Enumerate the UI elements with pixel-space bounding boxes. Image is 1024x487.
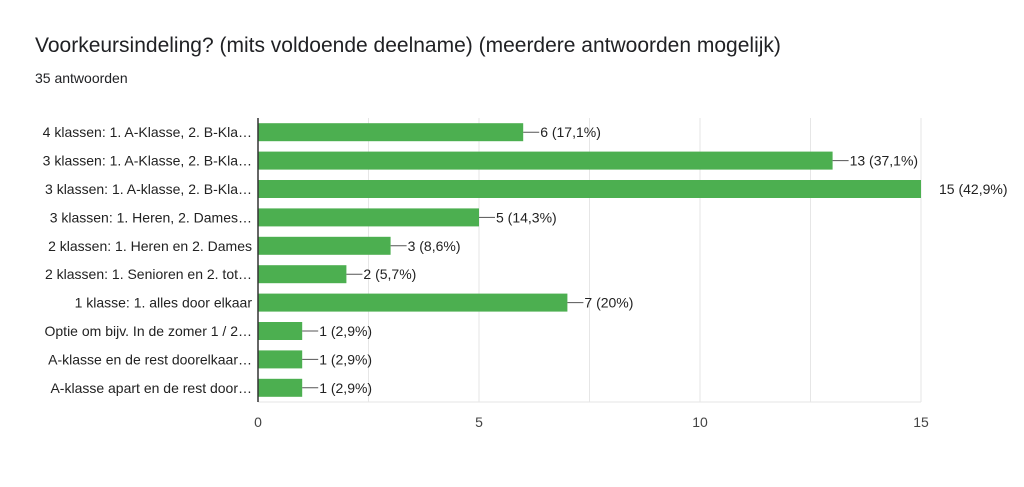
category-label: Optie om bijv. In de zomer 1 / 2… xyxy=(45,323,253,339)
x-tick-label: 0 xyxy=(254,414,262,430)
category-label: 4 klassen: 1. A-Klasse, 2. B-Kla… xyxy=(43,124,252,140)
bar xyxy=(258,123,524,142)
category-label: 2 klassen: 1. Heren en 2. Dames xyxy=(48,238,252,254)
value-label: 1 (2,9%) xyxy=(319,351,372,367)
value-label: 15 (42,9%) xyxy=(939,181,1007,197)
category-label: 3 klassen: 1. A-Klasse, 2. B-Kla… xyxy=(43,153,252,169)
category-label: A-klasse apart en de rest door… xyxy=(50,380,252,396)
bar xyxy=(258,151,833,170)
category-label: 3 klassen: 1. A-klasse, 2. B-Kla… xyxy=(45,181,252,197)
bar xyxy=(258,350,303,369)
x-tick-label: 5 xyxy=(475,414,483,430)
value-label: 6 (17,1%) xyxy=(540,124,601,140)
value-label: 1 (2,9%) xyxy=(319,323,372,339)
value-label: 3 (8,6%) xyxy=(408,238,461,254)
category-label: 1 klasse: 1. alles door elkaar xyxy=(75,295,253,311)
bar xyxy=(258,293,568,312)
bar xyxy=(258,236,391,255)
bar xyxy=(258,208,479,227)
category-label: A-klasse en de rest doorelkaar… xyxy=(48,351,252,367)
value-label: 7 (20%) xyxy=(584,295,633,311)
category-label: 2 klassen: 1. Senioren en 2. tot… xyxy=(45,266,252,282)
bar xyxy=(258,322,303,340)
value-label: 13 (37,1%) xyxy=(850,153,918,169)
value-label: 2 (5,7%) xyxy=(363,266,416,282)
bar xyxy=(258,265,347,284)
bar xyxy=(258,378,303,397)
value-label: 5 (14,3%) xyxy=(496,209,557,225)
bar xyxy=(258,180,921,198)
value-label: 1 (2,9%) xyxy=(319,380,372,396)
x-tick-label: 10 xyxy=(692,414,708,430)
response-count: 35 antwoorden xyxy=(35,70,128,86)
category-label: 3 klassen: 1. Heren, 2. Dames… xyxy=(50,209,252,225)
chart-title: Voorkeursindeling? (mits voldoende deeln… xyxy=(35,34,781,57)
x-tick-label: 15 xyxy=(913,414,929,430)
